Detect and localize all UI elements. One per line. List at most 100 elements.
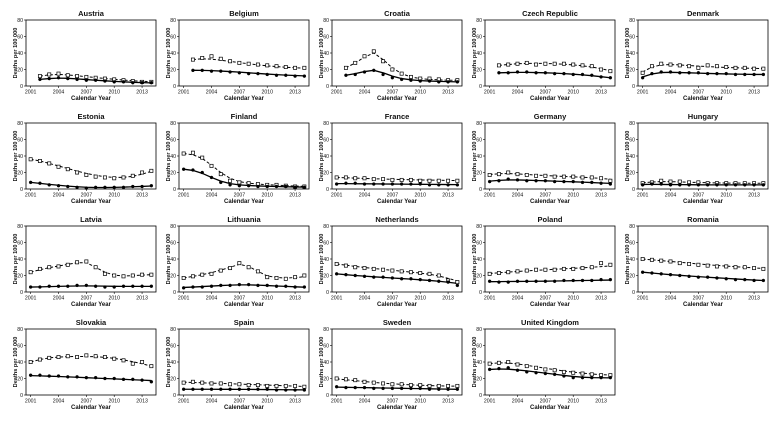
series-a-point (334, 385, 339, 389)
x-tick-label: 2001 (331, 399, 343, 405)
series-b-point (543, 267, 548, 272)
series-b-point (353, 176, 358, 181)
series-a-point (390, 182, 395, 186)
panel-spain: Spain 0 20 40 60 80 2001 2004 2007 2010 2013 Calend… (166, 318, 310, 411)
x-tick-label: 2010 (720, 90, 732, 96)
series-a-point (84, 186, 89, 190)
series-a-point (409, 386, 413, 391)
series-b-point (149, 168, 154, 173)
y-tick-label: 80 (323, 18, 329, 24)
series-b-point (209, 381, 214, 386)
series-b-point (353, 60, 358, 65)
series-b-point (353, 378, 358, 383)
series-b-point (571, 62, 576, 67)
series-a-point (246, 387, 251, 391)
series-a-point (515, 279, 520, 283)
series-b-point (589, 372, 594, 377)
series-a-point (543, 371, 548, 376)
series-a-point (733, 277, 738, 282)
series-b-point (228, 266, 233, 271)
series-a-point (506, 366, 510, 370)
series-a-point (409, 182, 413, 186)
series-a-point (497, 71, 501, 75)
series-a-point (455, 183, 460, 187)
series-b-point (265, 383, 270, 388)
series-a-point (678, 273, 682, 278)
panel-title: Germany (534, 112, 567, 121)
series-a-point (209, 284, 214, 288)
plot-frame (637, 122, 769, 190)
series-b-point (362, 379, 367, 384)
y-tick-label: 0 (20, 84, 23, 90)
series-a-point (552, 372, 557, 377)
series-a-point (362, 70, 367, 74)
series-a-point (38, 373, 42, 377)
x-tick-label: 2010 (567, 90, 579, 96)
x-axis-label: Calendar Year (377, 96, 418, 102)
panel-belgium: Belgium 0 20 40 60 80 2001 2004 2007 2010 2013 Cale… (166, 9, 310, 102)
series-a-point (650, 71, 654, 76)
plot-frame (25, 122, 157, 190)
series-b-point (47, 161, 52, 166)
x-axis-label: Calendar Year (71, 405, 112, 411)
series-a-point (75, 77, 79, 82)
x-tick-label: 2001 (178, 193, 190, 199)
series-b-point (181, 380, 186, 385)
series-a-point (237, 387, 242, 391)
series-b-point (343, 263, 348, 268)
y-tick-label: 60 (476, 137, 482, 143)
series-b-point (343, 175, 348, 180)
series-b-point (506, 62, 511, 67)
x-tick-label: 2013 (595, 296, 607, 302)
series-b-point (677, 179, 682, 184)
y-tick-label: 60 (17, 34, 23, 40)
series-a-point (47, 183, 51, 187)
series-a-point (506, 177, 510, 181)
y-axis-label: Deaths per 100 000 (166, 234, 172, 285)
series-b-point (302, 384, 307, 389)
series-b-point (427, 383, 432, 388)
series-b-point (608, 69, 613, 74)
x-tick-label: 2007 (387, 193, 399, 199)
series-b-point (65, 262, 70, 267)
series-a-point (733, 183, 738, 187)
series-b-point (265, 63, 270, 68)
y-tick-label: 60 (323, 137, 329, 143)
x-tick-label: 2010 (414, 90, 426, 96)
series-b-point (75, 170, 80, 175)
x-axis-label: Calendar Year (71, 199, 112, 205)
y-tick-label: 40 (170, 257, 176, 263)
x-tick-label: 2004 (512, 193, 524, 199)
series-b-point (237, 261, 242, 266)
series-a-point (274, 284, 279, 288)
series-b-point (418, 383, 423, 388)
series-b-point (418, 178, 423, 183)
series-a-point (525, 370, 529, 374)
series-a-point (552, 179, 557, 184)
series-b-point (390, 177, 395, 182)
series-b-point (228, 382, 233, 387)
series-a-point (678, 183, 682, 187)
y-tick-label: 80 (17, 327, 23, 333)
y-axis-label: Deaths per 100 000 (472, 234, 478, 285)
y-tick-label: 0 (479, 84, 482, 90)
series-b-point (371, 380, 376, 385)
series-a-point (696, 275, 701, 279)
plot-frame (637, 225, 769, 293)
series-b-point (302, 273, 307, 278)
series-b-point (130, 273, 135, 278)
series-a-point (381, 275, 385, 279)
series-b-point (580, 63, 585, 68)
series-b-point (362, 54, 367, 59)
series-b-point (371, 266, 376, 271)
x-tick-label: 2001 (178, 296, 190, 302)
series-a-point (399, 277, 404, 281)
series-b-point (524, 364, 529, 369)
x-axis-label: Calendar Year (224, 199, 265, 205)
y-tick-label: 80 (170, 327, 176, 333)
series-a-point (506, 280, 510, 284)
x-tick-label: 2007 (540, 399, 552, 405)
series-b-point (399, 71, 404, 76)
y-tick-label: 0 (326, 84, 329, 90)
series-b-point (436, 273, 441, 278)
